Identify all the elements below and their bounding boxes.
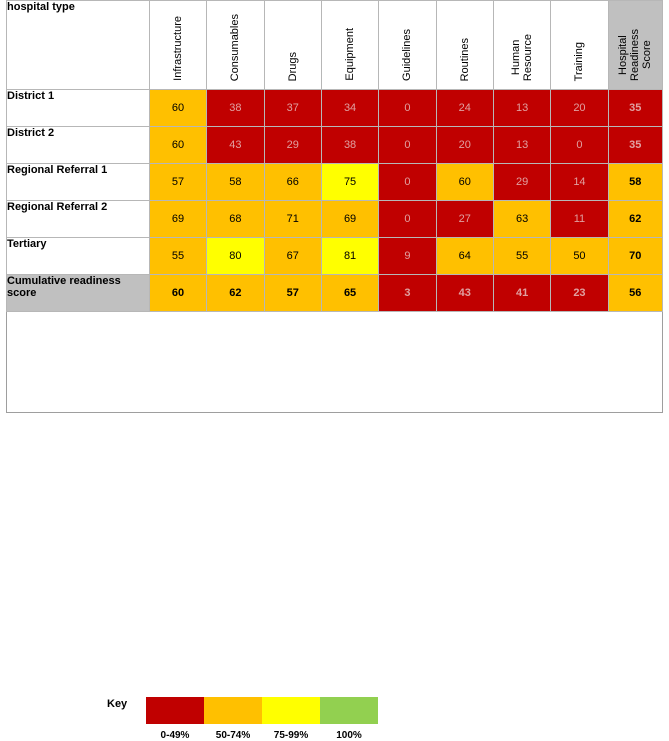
- table-cell: 43: [435, 274, 494, 312]
- row-label: Regional Referral 1: [6, 163, 150, 201]
- table-cell: 69: [148, 200, 208, 238]
- table-cell: 66: [263, 163, 322, 201]
- table-cell: 29: [263, 126, 322, 164]
- table-cell: 70: [607, 237, 664, 275]
- table-row: District 2 60 43 29 38 0 20 13 0 35: [6, 126, 664, 164]
- key-label-75-99: 75-99%: [273, 730, 309, 741]
- col-header-guidelines: Guidelines: [378, 0, 437, 90]
- table-cell: 3: [378, 274, 437, 312]
- table-cell: 69: [320, 200, 380, 238]
- col-header-drugs: Drugs: [263, 0, 322, 90]
- color-key: Key 0-49% 50-74% 75-99% 100%: [0, 348, 669, 741]
- row-label: Cumulative readiness score: [6, 274, 150, 312]
- table-cell: 0: [378, 126, 437, 164]
- table-cell: 11: [550, 200, 609, 238]
- table-cell: 0: [550, 126, 609, 164]
- table-cell: 37: [263, 89, 322, 127]
- table-row: Regional Referral 1 57 58 66 75 0 60 29 14 58: [6, 163, 664, 201]
- table-cell: 50: [550, 237, 609, 275]
- header-row: hospital type Infrastructure Consumables…: [6, 0, 664, 90]
- table-cell: 0: [378, 89, 437, 127]
- table-cell: 13: [492, 126, 552, 164]
- table-cell: 0: [378, 163, 437, 201]
- table-cell: 13: [492, 89, 552, 127]
- table-cell: 20: [435, 126, 494, 164]
- table-cell: 58: [206, 163, 265, 201]
- table-cell: 63: [492, 200, 552, 238]
- col-header-equipment: Equipment: [320, 0, 380, 90]
- col-header-hospital-readiness-score: Hospital Readiness Score: [607, 0, 664, 90]
- table-cell: 60: [148, 89, 208, 127]
- col-header-human-resource: Human Resource: [492, 0, 552, 90]
- key-label-100: 100%: [336, 730, 362, 741]
- table-cell: 65: [320, 274, 380, 312]
- table-cell: 27: [435, 200, 494, 238]
- col-header-consumables: Consumables: [206, 0, 265, 90]
- col-header-training: Training: [550, 0, 609, 90]
- row-label: Tertiary: [6, 237, 150, 275]
- table-cell: 38: [206, 89, 265, 127]
- corner-header: hospital type: [6, 0, 150, 90]
- table-cell: 35: [607, 89, 664, 127]
- key-label-0-49: 0-49%: [160, 730, 190, 741]
- table-cell: 55: [148, 237, 208, 275]
- row-label: District 1: [6, 89, 150, 127]
- table-cell: 35: [607, 126, 664, 164]
- key-label-50-74: 50-74%: [215, 730, 251, 741]
- table-cell: 60: [435, 163, 494, 201]
- table-cell: 20: [550, 89, 609, 127]
- table-cell: 55: [492, 237, 552, 275]
- table-row: District 1 60 38 37 34 0 24 13 20 35: [6, 89, 664, 127]
- table-cell: 64: [435, 237, 494, 275]
- table-cell: 60: [148, 126, 208, 164]
- table-cell: 14: [550, 163, 609, 201]
- table-cell: 9: [378, 237, 437, 275]
- table-cell: 34: [320, 89, 380, 127]
- table-cell: 29: [492, 163, 552, 201]
- key-swatch-75-99: [262, 697, 320, 724]
- readiness-table: hospital type Infrastructure Consumables…: [6, 0, 664, 312]
- table-cell: 75: [320, 163, 380, 201]
- table-row: Regional Referral 2 69 68 71 69 0 27 63 11 62: [6, 200, 664, 238]
- summary-row: Cumulative readiness score 60 62 57 65 3 43 41 2…: [6, 274, 664, 312]
- table-cell: 71: [263, 200, 322, 238]
- table-cell: 24: [435, 89, 494, 127]
- col-header-routines: Routines: [435, 0, 494, 90]
- table-cell: 58: [607, 163, 664, 201]
- table-cell: 56: [607, 274, 664, 312]
- row-label: Regional Referral 2: [6, 200, 150, 238]
- col-header-infrastructure: Infrastructure: [148, 0, 208, 90]
- table-cell: 60: [148, 274, 208, 312]
- table-cell: 57: [148, 163, 208, 201]
- key-swatch-50-74: [204, 697, 262, 724]
- table-row: Tertiary 55 80 67 81 9 64 55 50 70: [6, 237, 664, 275]
- table-cell: 41: [492, 274, 552, 312]
- table-cell: 62: [206, 274, 265, 312]
- table-cell: 57: [263, 274, 322, 312]
- table-cell: 80: [206, 237, 265, 275]
- table-cell: 0: [378, 200, 437, 238]
- key-title: Key: [107, 698, 128, 710]
- table-cell: 67: [263, 237, 322, 275]
- table-cell: 38: [320, 126, 380, 164]
- row-label: District 2: [6, 126, 150, 164]
- table-cell: 81: [320, 237, 380, 275]
- table-cell: 23: [550, 274, 609, 312]
- key-swatch-100: [320, 697, 378, 724]
- table-cell: 62: [607, 200, 664, 238]
- table-cell: 43: [206, 126, 265, 164]
- table-cell: 68: [206, 200, 265, 238]
- key-swatch-0-49: [146, 697, 204, 724]
